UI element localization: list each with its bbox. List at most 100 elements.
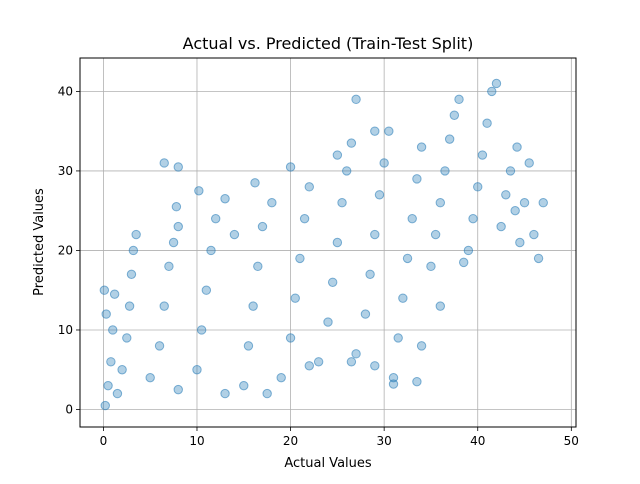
- scatter-point: [458, 257, 469, 268]
- scatter-point: [159, 301, 169, 311]
- scatter-point: [496, 221, 506, 232]
- scatter-point: [173, 221, 183, 232]
- scatter-point: [501, 190, 511, 200]
- scatter-point: [524, 158, 534, 168]
- scatter-point: [538, 198, 548, 208]
- x-tick-label: 0: [100, 434, 108, 448]
- scatter-point: [370, 229, 380, 240]
- y-tick-label: 20: [58, 243, 73, 257]
- scatter-point: [101, 309, 111, 319]
- y-tick-label: 40: [58, 84, 73, 98]
- scatter-point: [393, 333, 403, 343]
- scatter-point: [370, 361, 380, 371]
- scatter-point: [370, 126, 380, 136]
- scatter-point: [510, 205, 520, 216]
- scatter-point: [374, 190, 385, 200]
- scatter-point: [332, 237, 343, 248]
- y-tick-label: 30: [58, 164, 73, 178]
- scatter-point: [342, 166, 352, 176]
- scatter-point: [440, 166, 450, 176]
- scatter-point: [426, 261, 436, 272]
- scatter-point: [250, 178, 260, 188]
- scatter-point: [117, 365, 127, 375]
- scatter-point: [103, 380, 113, 391]
- scatter-point: [304, 361, 314, 371]
- scatter-point: [304, 182, 314, 192]
- scatter-point: [473, 182, 483, 192]
- scatter-point: [327, 277, 338, 287]
- scatter-point: [243, 341, 254, 351]
- scatter-point: [346, 357, 357, 367]
- scatter-point: [229, 229, 240, 240]
- scatter-point: [262, 388, 272, 399]
- scatter-point: [239, 380, 249, 391]
- scatter-point: [131, 229, 141, 240]
- scatter-point: [505, 166, 516, 176]
- scatter-point: [299, 213, 310, 224]
- scatter-point: [416, 341, 427, 351]
- scatter-point: [435, 198, 446, 208]
- scatter-point: [201, 285, 212, 295]
- scatter-point: [173, 384, 183, 395]
- scatter-point: [168, 237, 179, 248]
- scatter-point: [159, 158, 169, 168]
- scatter-point: [220, 194, 230, 204]
- scatter-point: [109, 289, 120, 299]
- scatter-point: [267, 198, 277, 208]
- scatter-point: [533, 253, 544, 264]
- x-tick-label: 50: [564, 434, 579, 448]
- scatter-point: [248, 301, 258, 311]
- scatter-point: [430, 229, 441, 240]
- scatter-point: [379, 158, 389, 168]
- scatter-point: [412, 174, 422, 184]
- scatter-point: [323, 317, 333, 327]
- scatter-point: [407, 213, 417, 224]
- scatter-point: [108, 325, 118, 335]
- scatter-point: [164, 261, 174, 272]
- scatter-point: [100, 400, 110, 411]
- scatter-point: [468, 213, 478, 224]
- scatter-point: [210, 213, 221, 224]
- scatter-point: [384, 126, 394, 136]
- scatter-point: [285, 162, 296, 172]
- scatter-point: [192, 365, 202, 375]
- grid-lines: [80, 58, 576, 427]
- scatter-point: [196, 325, 207, 335]
- scatter-point: [253, 261, 263, 272]
- scatter-point: [351, 94, 361, 105]
- scatter-point: [154, 341, 165, 351]
- scatter-point: [124, 301, 135, 311]
- y-axis-label: Predicted Values: [32, 188, 47, 296]
- scatter-point: [398, 293, 408, 303]
- x-tick-label: 40: [470, 434, 485, 448]
- scatter-point: [529, 229, 539, 240]
- scatter-point: [519, 198, 530, 208]
- x-axis-ticks: 0 10 20 30 40 50: [100, 427, 579, 448]
- scatter-point: [99, 285, 110, 295]
- scatter-point: [194, 186, 204, 196]
- scatter-point: [313, 357, 324, 367]
- scatter-point: [482, 118, 492, 128]
- scatter-point: [220, 388, 230, 399]
- scatter-point: [290, 293, 300, 303]
- scatter-point: [351, 349, 361, 359]
- scatter-point: [463, 245, 474, 256]
- scatter-point: [257, 221, 268, 232]
- x-tick-label: 20: [283, 434, 298, 448]
- scatter-point: [402, 253, 413, 264]
- scatter-point: [346, 138, 357, 148]
- scatter-point: [171, 202, 182, 212]
- y-axis-ticks: 0 10 20 30 40: [58, 84, 80, 417]
- scatter-point: [449, 110, 460, 120]
- scatter-point: [295, 253, 305, 264]
- scatter-point: [337, 198, 347, 208]
- scatter-point: [444, 134, 455, 144]
- x-axis-label: Actual Values: [284, 456, 372, 471]
- scatter-point: [512, 142, 522, 152]
- scatter-point: [360, 309, 371, 319]
- scatter-point: [365, 269, 375, 280]
- scatter-point: [145, 372, 155, 383]
- scatter-point: [515, 237, 525, 248]
- scatter-point: [106, 357, 116, 367]
- scatter-point: [435, 301, 446, 311]
